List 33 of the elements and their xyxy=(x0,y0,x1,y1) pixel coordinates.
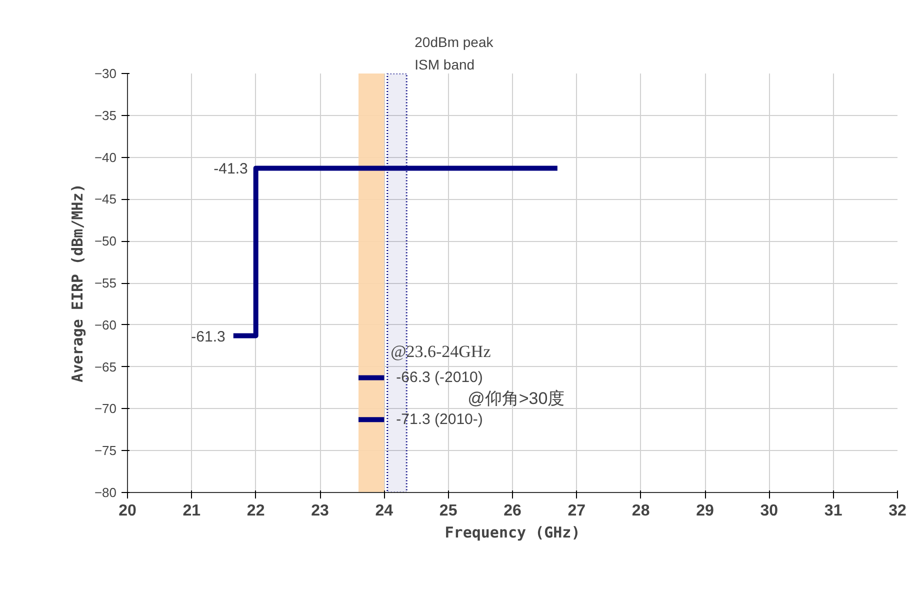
x-tick-label: 24 xyxy=(375,502,394,520)
data-label: -66.3 (-2010) xyxy=(396,369,483,386)
x-axis-title: Frequency (GHz) xyxy=(444,524,580,542)
x-tick-label: 26 xyxy=(504,502,522,520)
data-label: -61.3 xyxy=(191,328,226,346)
y-tick-label: −55 xyxy=(94,276,117,290)
data-label: -71.3 (2010-) xyxy=(396,411,483,428)
y-tick-label: −35 xyxy=(94,108,117,123)
y-tick-label: −30 xyxy=(94,66,117,81)
x-tick-label: 22 xyxy=(246,502,265,520)
x-tick-label: 29 xyxy=(696,502,714,520)
x-tick-label: 27 xyxy=(568,502,586,520)
x-tick-label: 25 xyxy=(439,502,458,520)
y-tick-label: −75 xyxy=(94,443,117,458)
band-label: 20dBm peak ISM band xyxy=(414,34,494,72)
x-tick-label: 31 xyxy=(824,502,842,520)
x-tick-label: 30 xyxy=(760,502,778,520)
y-axis-title: Average EIRP (dBm/MHz) xyxy=(68,184,86,382)
y-tick-label: −50 xyxy=(94,234,117,249)
x-tick-label: 32 xyxy=(888,502,906,520)
annotation: @仰角>30度 xyxy=(468,389,565,408)
data-label: -41.3 xyxy=(214,160,248,178)
y-tick-label: −45 xyxy=(94,192,117,207)
annotation: @23.6-24GHz xyxy=(390,342,492,362)
x-tick-label: 21 xyxy=(182,502,201,520)
x-tick-label: 23 xyxy=(311,502,329,520)
y-tick-label: −60 xyxy=(94,317,117,332)
y-tick-label: −65 xyxy=(94,359,117,374)
y-tick-label: −70 xyxy=(94,401,117,416)
x-tick-label: 20 xyxy=(118,502,136,520)
y-tick-label: −40 xyxy=(94,150,117,165)
x-tick-label: 28 xyxy=(632,502,650,520)
y-tick-label: −80 xyxy=(94,485,117,500)
